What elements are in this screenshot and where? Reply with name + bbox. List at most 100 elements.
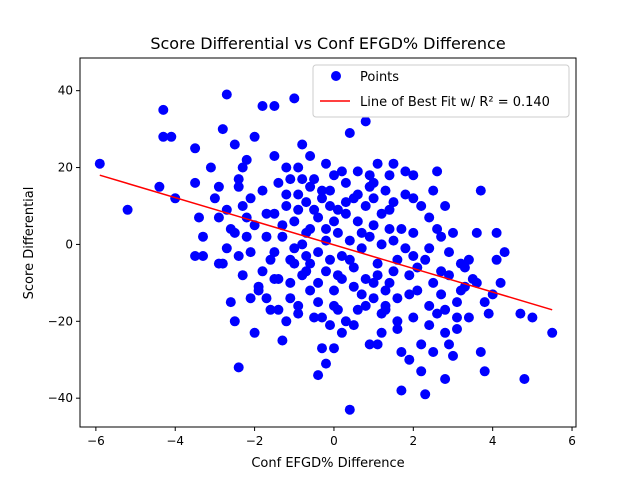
data-point bbox=[372, 339, 383, 350]
data-point bbox=[293, 189, 304, 200]
data-point bbox=[265, 254, 276, 265]
data-point bbox=[376, 208, 387, 219]
data-point bbox=[400, 166, 411, 177]
data-point bbox=[364, 339, 375, 350]
data-point bbox=[416, 201, 427, 211]
data-point bbox=[340, 177, 351, 188]
data-point bbox=[388, 235, 399, 246]
data-point bbox=[444, 247, 454, 258]
data-point bbox=[321, 158, 331, 169]
data-point bbox=[519, 374, 530, 384]
data-point bbox=[356, 227, 367, 238]
data-point bbox=[301, 251, 312, 261]
data-point bbox=[329, 285, 339, 296]
data-point bbox=[301, 197, 312, 208]
data-point bbox=[166, 131, 177, 142]
data-point bbox=[408, 251, 419, 261]
y-axis-label: Score Differential bbox=[22, 187, 37, 300]
data-point bbox=[209, 193, 220, 204]
data-point bbox=[440, 327, 451, 338]
data-point bbox=[444, 339, 454, 350]
data-point bbox=[289, 216, 300, 227]
data-point bbox=[344, 404, 355, 415]
data-point bbox=[269, 208, 280, 219]
data-point bbox=[432, 166, 443, 177]
data-point bbox=[269, 101, 280, 111]
data-point bbox=[380, 185, 391, 196]
data-point bbox=[313, 370, 324, 381]
data-point bbox=[368, 277, 379, 288]
data-point bbox=[396, 224, 407, 234]
data-point bbox=[297, 139, 308, 150]
data-point bbox=[257, 185, 268, 196]
data-point bbox=[158, 131, 169, 142]
data-point bbox=[237, 201, 248, 211]
data-point bbox=[344, 235, 355, 246]
data-point bbox=[471, 277, 482, 288]
data-point bbox=[293, 300, 304, 311]
data-point bbox=[475, 347, 486, 357]
data-point bbox=[380, 285, 391, 296]
data-point bbox=[289, 243, 300, 254]
data-point bbox=[221, 89, 232, 100]
data-point bbox=[479, 366, 490, 377]
data-point bbox=[94, 158, 105, 169]
data-point bbox=[257, 266, 268, 277]
data-point bbox=[424, 320, 435, 331]
data-point bbox=[332, 227, 343, 238]
data-point bbox=[428, 185, 439, 196]
data-point bbox=[408, 170, 419, 181]
data-point bbox=[463, 312, 474, 323]
data-point bbox=[364, 181, 375, 192]
data-point bbox=[384, 277, 395, 288]
data-point bbox=[348, 281, 359, 292]
data-point bbox=[309, 174, 320, 185]
data-point bbox=[281, 162, 292, 173]
data-point bbox=[305, 258, 316, 269]
data-point bbox=[289, 93, 300, 104]
data-point bbox=[408, 193, 419, 204]
data-point bbox=[269, 151, 280, 161]
data-point bbox=[281, 316, 292, 327]
data-point bbox=[241, 154, 252, 165]
data-point bbox=[388, 266, 399, 277]
data-point bbox=[372, 270, 383, 281]
data-point bbox=[317, 193, 327, 204]
data-point bbox=[428, 277, 439, 288]
data-point bbox=[321, 358, 331, 369]
data-point bbox=[309, 312, 320, 323]
data-point bbox=[404, 354, 415, 365]
data-point bbox=[495, 277, 506, 288]
data-point bbox=[285, 293, 296, 304]
data-point bbox=[388, 197, 399, 208]
data-point bbox=[368, 220, 379, 231]
data-point bbox=[249, 131, 260, 142]
data-point bbox=[384, 170, 395, 181]
data-point bbox=[257, 101, 268, 111]
data-point bbox=[340, 208, 351, 219]
data-point bbox=[416, 339, 427, 350]
data-point bbox=[281, 201, 292, 211]
legend-frame bbox=[312, 64, 570, 118]
data-point bbox=[325, 320, 335, 331]
data-point bbox=[424, 243, 435, 254]
data-point bbox=[233, 181, 244, 192]
data-point bbox=[332, 204, 343, 215]
data-point bbox=[237, 270, 248, 281]
x-tick-label: −4 bbox=[166, 434, 184, 448]
data-point bbox=[297, 174, 308, 185]
x-tick-label: −2 bbox=[246, 434, 264, 448]
data-point bbox=[233, 362, 244, 373]
data-point bbox=[452, 324, 462, 334]
data-point bbox=[356, 289, 367, 300]
data-point bbox=[237, 162, 248, 173]
data-point bbox=[392, 324, 403, 334]
data-point bbox=[515, 308, 526, 319]
data-point bbox=[360, 201, 371, 211]
data-point bbox=[297, 239, 308, 250]
y-tick-label: −20 bbox=[48, 314, 73, 328]
data-point bbox=[245, 293, 256, 304]
data-point bbox=[309, 204, 320, 215]
data-point bbox=[261, 293, 272, 304]
